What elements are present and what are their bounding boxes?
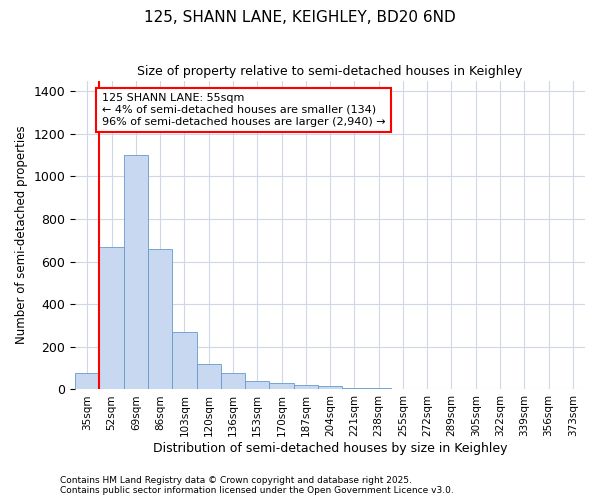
X-axis label: Distribution of semi-detached houses by size in Keighley: Distribution of semi-detached houses by … <box>153 442 508 455</box>
Bar <box>318 386 342 390</box>
Bar <box>293 385 318 390</box>
Bar <box>197 364 221 390</box>
Text: Contains HM Land Registry data © Crown copyright and database right 2025.
Contai: Contains HM Land Registry data © Crown c… <box>60 476 454 495</box>
Bar <box>124 155 148 390</box>
Bar <box>367 388 391 390</box>
Bar <box>342 388 367 390</box>
Bar <box>100 246 124 390</box>
Bar <box>148 249 172 390</box>
Bar <box>269 383 293 390</box>
Title: Size of property relative to semi-detached houses in Keighley: Size of property relative to semi-detach… <box>137 65 523 78</box>
Y-axis label: Number of semi-detached properties: Number of semi-detached properties <box>15 126 28 344</box>
Bar <box>172 332 197 390</box>
Bar <box>245 381 269 390</box>
Text: 125, SHANN LANE, KEIGHLEY, BD20 6ND: 125, SHANN LANE, KEIGHLEY, BD20 6ND <box>144 10 456 25</box>
Bar <box>391 389 415 390</box>
Bar <box>221 374 245 390</box>
Bar <box>75 374 100 390</box>
Text: 125 SHANN LANE: 55sqm
← 4% of semi-detached houses are smaller (134)
96% of semi: 125 SHANN LANE: 55sqm ← 4% of semi-detac… <box>102 94 385 126</box>
